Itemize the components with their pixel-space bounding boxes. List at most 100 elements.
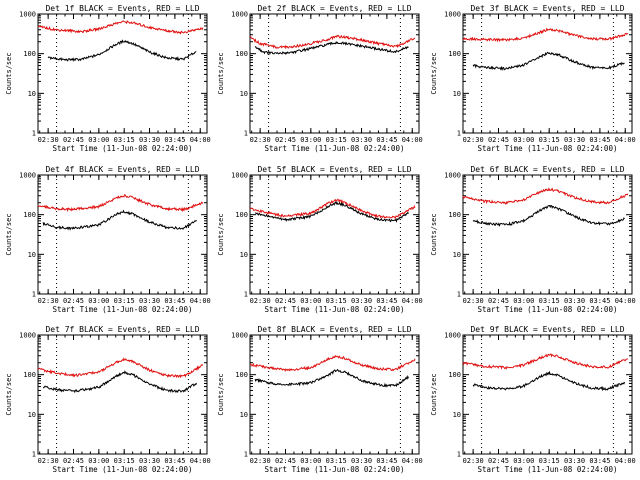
y-tick-label: 10: [453, 411, 461, 419]
x-tick-label: 03:45: [589, 297, 610, 305]
panel-8: Det 8f BLACK = Events, RED = LLD 1 10 100 10…: [217, 325, 423, 474]
series-lld-line: [249, 198, 416, 220]
x-tick-label: 03:00: [88, 457, 109, 465]
x-tick-label: 02:45: [63, 457, 84, 465]
plot-frame: [462, 334, 633, 455]
y-tick-label: 100: [448, 371, 461, 379]
plot-frame: [249, 13, 420, 134]
x-tick-label: 02:30: [38, 297, 59, 305]
series-events-line: [472, 51, 625, 71]
x-tick-label: 03:15: [114, 457, 135, 465]
x-tick-label: 03:30: [139, 457, 160, 465]
y-tick-label: 1000: [444, 332, 461, 340]
series-lld-line: [37, 357, 204, 379]
x-axis-label: Start Time (11-Jun-08 02:24:00): [53, 305, 193, 314]
y-tick-label: 100: [23, 211, 36, 219]
x-tick-label: 02:30: [250, 136, 271, 144]
x-tick-label: 04:00: [190, 136, 211, 144]
series-events-line: [472, 204, 625, 227]
panel-title: Det 5f BLACK = Events, RED = LLD: [257, 165, 411, 174]
x-tick-label: 03:45: [164, 457, 185, 465]
x-tick-label: 04:00: [615, 297, 636, 305]
panel-6: Det 6f BLACK = Events, RED = LLD 1 10 100 10…: [430, 165, 636, 314]
x-tick-label: 03:00: [300, 297, 321, 305]
y-axis-label: Counts/sec: [217, 213, 225, 255]
panel-3: Det 3f BLACK = Events, RED = LLD 1 10 100 10…: [430, 4, 636, 153]
plot-frame: [37, 334, 208, 455]
x-axis-label: Start Time (11-Jun-08 02:24:00): [478, 305, 618, 314]
x-tick-label: 03:30: [139, 136, 160, 144]
x-tick-label: 02:30: [38, 136, 59, 144]
y-tick-label: 1000: [19, 172, 36, 180]
y-tick-label: 10: [28, 251, 36, 259]
series-lld-line: [37, 20, 204, 35]
x-tick-label: 02:45: [275, 136, 296, 144]
y-tick-label: 10: [240, 251, 248, 259]
x-tick-label: 02:45: [488, 457, 509, 465]
panel-title: Det 8f BLACK = Events, RED = LLD: [257, 325, 411, 334]
series-events-line: [254, 41, 409, 56]
y-tick-label: 1000: [19, 332, 36, 340]
y-axis-label: Counts/sec: [430, 213, 438, 255]
x-axis-label: Start Time (11-Jun-08 02:24:00): [478, 465, 618, 474]
panel-2: Det 2f BLACK = Events, RED = LLD 1 10 100 10…: [217, 4, 423, 153]
x-tick-label: 02:30: [463, 297, 484, 305]
x-tick-label: 03:00: [300, 457, 321, 465]
x-tick-label: 03:30: [351, 457, 372, 465]
x-tick-label: 03:00: [513, 297, 534, 305]
y-tick-label: 100: [23, 371, 36, 379]
x-axis-label: Start Time (11-Jun-08 02:24:00): [265, 305, 405, 314]
x-tick-label: 03:15: [326, 297, 347, 305]
y-tick-label: 1000: [231, 332, 248, 340]
y-tick-label: 1000: [231, 172, 248, 180]
y-axis-label: Counts/sec: [217, 373, 225, 415]
y-tick-label: 100: [235, 371, 248, 379]
y-tick-label: 10: [453, 90, 461, 98]
x-tick-label: 03:45: [376, 297, 397, 305]
series-lld-line: [462, 186, 629, 205]
x-tick-label: 03:15: [326, 457, 347, 465]
x-tick-label: 04:00: [615, 457, 636, 465]
panel-title: Det 2f BLACK = Events, RED = LLD: [257, 4, 411, 13]
y-axis-label: Counts/sec: [5, 52, 13, 94]
y-tick-label: 1: [457, 130, 461, 138]
x-tick-label: 04:00: [402, 457, 423, 465]
panel-5: Det 5f BLACK = Events, RED = LLD 1 10 100 10…: [217, 165, 423, 314]
x-axis-label: Start Time (11-Jun-08 02:24:00): [478, 144, 618, 153]
x-tick-label: 03:15: [539, 457, 560, 465]
series-events-line: [254, 368, 409, 388]
x-tick-label: 04:00: [190, 457, 211, 465]
x-tick-label: 02:30: [463, 457, 484, 465]
x-tick-label: 02:45: [63, 136, 84, 144]
panel-9: Det 9f BLACK = Events, RED = LLD 1 10 100 10…: [430, 325, 636, 474]
x-tick-label: 04:00: [190, 297, 211, 305]
x-tick-label: 02:30: [250, 457, 271, 465]
y-tick-label: 100: [448, 50, 461, 58]
x-tick-label: 03:45: [376, 136, 397, 144]
x-tick-label: 03:30: [351, 136, 372, 144]
x-tick-label: 02:45: [275, 457, 296, 465]
y-tick-label: 100: [235, 50, 248, 58]
panel-4: Det 4f BLACK = Events, RED = LLD 1 10 100 10…: [5, 165, 211, 314]
x-tick-label: 03:45: [589, 457, 610, 465]
panel-title: Det 4f BLACK = Events, RED = LLD: [45, 165, 199, 174]
y-axis-label: Counts/sec: [430, 373, 438, 415]
y-tick-label: 100: [23, 50, 36, 58]
x-tick-label: 02:45: [63, 297, 84, 305]
x-tick-label: 02:45: [488, 297, 509, 305]
y-tick-label: 1: [32, 291, 36, 299]
x-tick-label: 04:00: [615, 136, 636, 144]
y-tick-label: 10: [28, 411, 36, 419]
x-tick-label: 02:30: [38, 457, 59, 465]
x-tick-label: 02:30: [250, 297, 271, 305]
x-tick-label: 03:00: [88, 297, 109, 305]
series-lld-line: [462, 353, 628, 370]
y-tick-label: 1: [32, 130, 36, 138]
x-axis-label: Start Time (11-Jun-08 02:24:00): [53, 144, 193, 153]
y-tick-label: 1000: [231, 11, 248, 19]
x-tick-label: 02:45: [488, 136, 509, 144]
plot-frame: [249, 334, 420, 455]
y-tick-label: 1: [32, 451, 36, 459]
series-lld-line: [249, 34, 416, 50]
